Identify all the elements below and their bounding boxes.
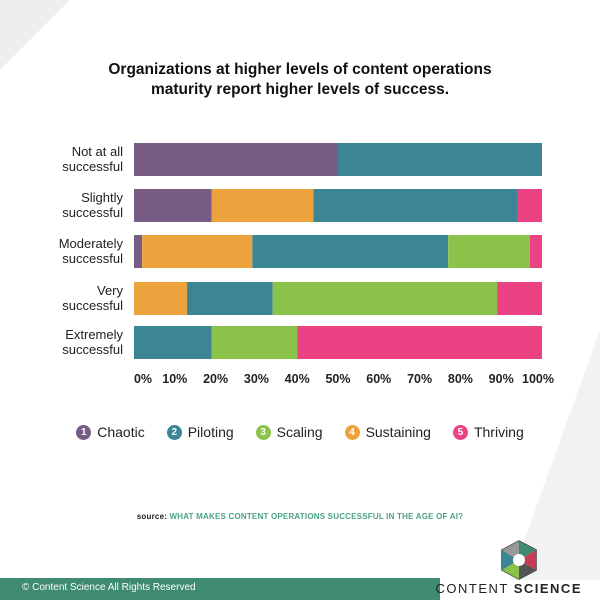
legend-item-thriving: 5 Thriving bbox=[452, 424, 524, 440]
category-label: Extremely bbox=[65, 327, 123, 342]
x-tick-label: 30% bbox=[244, 372, 269, 386]
bar-segment-piloting-row-2 bbox=[313, 189, 518, 222]
category-label: successful bbox=[62, 298, 123, 313]
brand-wordmark: CONTENT SCIENCE bbox=[435, 581, 582, 596]
bar-segment-scaling-row-3 bbox=[448, 235, 530, 268]
x-tick-label: 100% bbox=[522, 372, 554, 386]
bar-segment-thriving-row-2 bbox=[517, 189, 542, 222]
bar-segment-thriving-row-4 bbox=[497, 282, 542, 315]
x-tick-label: 90% bbox=[489, 372, 514, 386]
legend-number-badge: 2 bbox=[166, 424, 182, 440]
legend: 1 Chaotic 2 Piloting 3 Scaling 4 Sustain… bbox=[0, 424, 600, 440]
x-tick-label: 70% bbox=[407, 372, 432, 386]
bar-segment-scaling-row-5 bbox=[211, 326, 298, 359]
category-label: successful bbox=[62, 342, 123, 357]
bar-segment-piloting-row-3 bbox=[252, 235, 449, 268]
category-label: Not at all bbox=[72, 144, 123, 159]
footer-bar: © Content Science All Rights Reserved bbox=[0, 578, 440, 600]
bar-segment-chaotic-row-2 bbox=[134, 189, 212, 222]
category-label: Slightly bbox=[81, 190, 123, 205]
bar-segment-piloting-row-5 bbox=[134, 326, 212, 359]
bar-segment-thriving-row-3 bbox=[529, 235, 542, 268]
category-label: successful bbox=[62, 159, 123, 174]
category-label: successful bbox=[62, 251, 123, 266]
x-tick-label: 80% bbox=[448, 372, 473, 386]
legend-label: Chaotic bbox=[97, 424, 145, 440]
chart-title: Organizations at higher levels of conten… bbox=[40, 60, 560, 100]
source-label: source: bbox=[136, 512, 168, 521]
brand-light: CONTENT bbox=[435, 581, 514, 596]
bar-segment-sustaining-row-3 bbox=[142, 235, 253, 268]
category-label: Very bbox=[97, 283, 124, 298]
bar-segment-piloting-row-1 bbox=[338, 143, 542, 176]
bar-segment-chaotic-row-1 bbox=[134, 143, 338, 176]
x-tick-label: 50% bbox=[325, 372, 350, 386]
x-tick-label: 60% bbox=[366, 372, 391, 386]
legend-number-badge: 1 bbox=[76, 424, 92, 440]
copyright-text: © Content Science All Rights Reserved bbox=[22, 582, 196, 593]
chart-title-line-1: Organizations at higher levels of conten… bbox=[108, 61, 492, 78]
brand-bold: SCIENCE bbox=[513, 581, 582, 596]
legend-number-badge: 5 bbox=[452, 424, 468, 440]
source-link[interactable]: WHAT MAKES CONTENT OPERATIONS SUCCESSFUL… bbox=[169, 512, 464, 521]
bar-segment-piloting-row-4 bbox=[187, 282, 273, 315]
legend-label: Piloting bbox=[187, 424, 234, 440]
source-citation: source: WHAT MAKES CONTENT OPERATIONS SU… bbox=[0, 512, 600, 521]
legend-item-scaling: 3 Scaling bbox=[255, 424, 323, 440]
bar-segment-sustaining-row-2 bbox=[211, 189, 314, 222]
bar-segment-chaotic-row-3 bbox=[134, 235, 143, 268]
legend-number-badge: 4 bbox=[344, 424, 360, 440]
category-label: Moderately bbox=[59, 236, 124, 251]
corner-decoration-right bbox=[510, 330, 600, 580]
legend-item-sustaining: 4 Sustaining bbox=[344, 424, 431, 440]
stacked-bar-chart: Not at allsuccessfulSlightlysuccessfulMo… bbox=[59, 143, 554, 386]
legend-item-piloting: 2 Piloting bbox=[166, 424, 234, 440]
content-science-logo-icon bbox=[501, 540, 537, 580]
footer: © Content Science All Rights Reserved CO… bbox=[0, 578, 600, 600]
x-tick-label: 0% bbox=[134, 372, 152, 386]
legend-label: Sustaining bbox=[365, 424, 431, 440]
legend-number-badge: 3 bbox=[255, 424, 271, 440]
x-tick-label: 20% bbox=[203, 372, 228, 386]
bar-segment-thriving-row-5 bbox=[297, 326, 542, 359]
bar-segment-scaling-row-4 bbox=[272, 282, 498, 315]
corner-decoration-top-left bbox=[0, 0, 70, 70]
bar-segment-sustaining-row-4 bbox=[134, 282, 188, 315]
category-label: successful bbox=[62, 205, 123, 220]
legend-label: Thriving bbox=[473, 424, 524, 440]
chart-title-line-2: maturity report higher levels of success… bbox=[150, 81, 450, 98]
x-tick-label: 10% bbox=[162, 372, 187, 386]
x-tick-label: 40% bbox=[285, 372, 310, 386]
legend-label: Scaling bbox=[276, 424, 323, 440]
legend-item-chaotic: 1 Chaotic bbox=[76, 424, 145, 440]
